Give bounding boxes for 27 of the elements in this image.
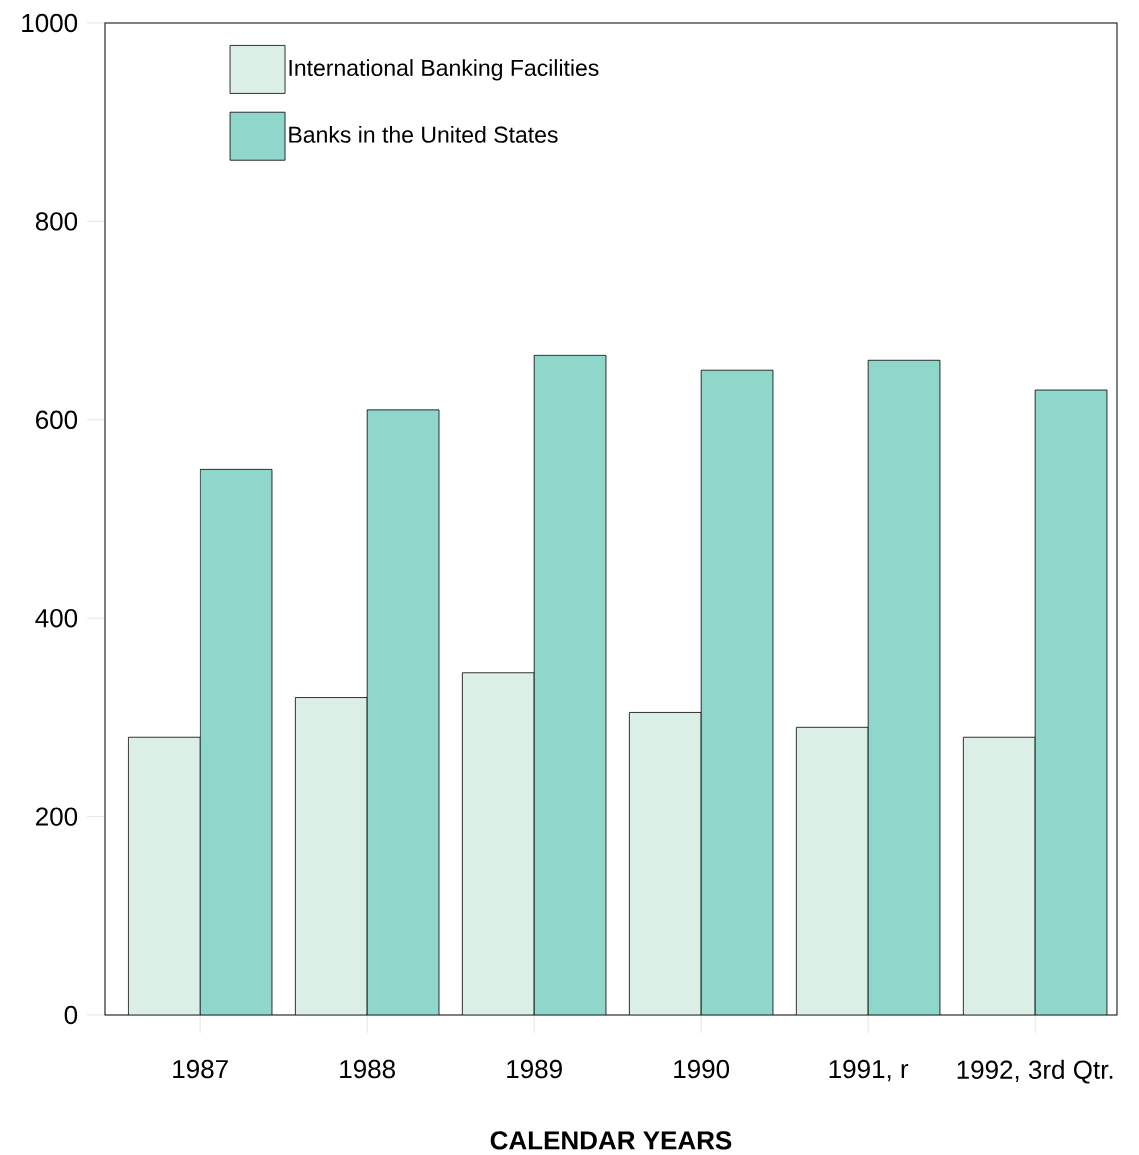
bar — [534, 355, 606, 1015]
legend-label: International Banking Facilities — [289, 59, 599, 81]
bar — [1034, 389, 1108, 1015]
y-tick-label: 600 — [36, 410, 78, 429]
y-tick-label: 1000 — [22, 13, 78, 33]
bar — [796, 727, 869, 1015]
y-tick-label: 0 — [64, 1005, 78, 1025]
bar — [962, 736, 1036, 1015]
x-tick-label: 1987 — [173, 1059, 228, 1079]
x-axis-title: CALENDAR YEARS — [490, 1131, 732, 1150]
legend-label: Banks in the United States — [289, 125, 558, 143]
x-tick-label: 1989 — [507, 1059, 562, 1079]
bar — [629, 712, 702, 1015]
bar — [701, 370, 773, 1015]
y-tick-label: 400 — [35, 608, 78, 628]
bar — [200, 469, 272, 1015]
x-tick-label: 1992, 3rd Qtr. — [957, 1059, 1113, 1084]
x-tick-label: 1988 — [340, 1059, 395, 1079]
bar — [868, 360, 940, 1015]
x-tick-label: 1990 — [674, 1059, 730, 1079]
bar — [367, 409, 439, 1015]
x-tick-label: 1991, r — [829, 1059, 909, 1082]
y-tick-label: 200 — [36, 807, 78, 826]
bar — [462, 672, 535, 1015]
bar — [128, 737, 201, 1015]
bar — [295, 697, 368, 1015]
y-tick-label: 800 — [35, 212, 78, 231]
